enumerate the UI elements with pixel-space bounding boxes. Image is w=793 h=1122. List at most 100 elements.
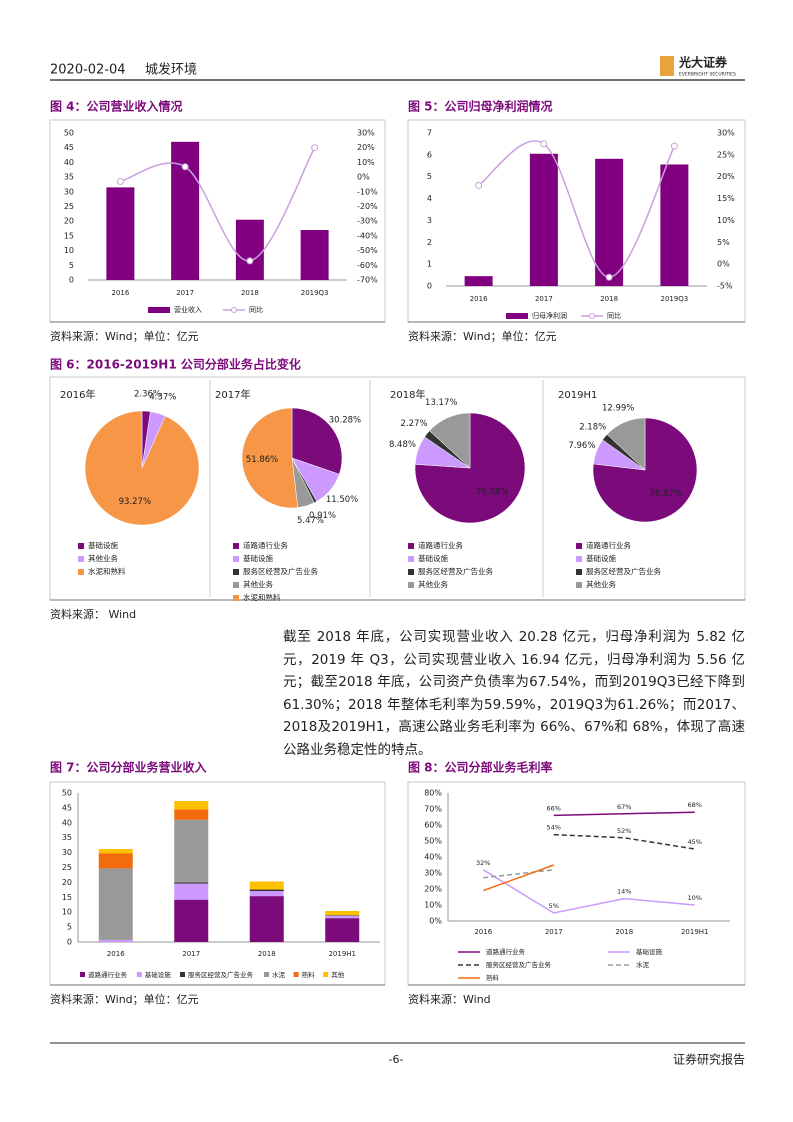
legend-label: 基础设施 — [586, 553, 616, 563]
y-tick-label: 5 — [427, 172, 432, 181]
legend-label: 归母净利润 — [532, 311, 567, 320]
legend-swatch — [293, 972, 299, 977]
data-label: 52% — [617, 827, 631, 835]
bar-segment — [98, 868, 133, 940]
logo-en: EVERBRIGHT SECURITIES — [679, 72, 736, 78]
pie-slice — [592, 417, 698, 523]
line-marker — [311, 144, 319, 152]
y-tick-label: 10 — [64, 246, 74, 255]
data-label: 54% — [547, 824, 561, 832]
y-tick-label: 40% — [424, 853, 442, 862]
legend-label: 水泥和熟料 — [88, 566, 126, 576]
x-tick-label: 2016 — [470, 295, 488, 303]
line-series — [553, 833, 695, 850]
y-tick-label: 3 — [427, 216, 432, 225]
x-tick-label: 2018 — [615, 928, 633, 936]
y-tick-label: 70% — [424, 805, 442, 814]
legend-label: 道路通行业务 — [418, 540, 463, 550]
y-tick-label: 30 — [64, 187, 74, 196]
line-marker — [246, 257, 254, 265]
y-tick-label: 50% — [424, 837, 442, 846]
legend-label: 基础设施 — [145, 970, 172, 979]
y-tick-label: 45 — [64, 143, 74, 152]
y-tick-label: 80% — [424, 789, 442, 798]
legend-swatch — [408, 556, 414, 562]
legend-label: 服务区经营及广告业务 — [586, 566, 661, 576]
line-marker — [540, 140, 548, 148]
pie-title: 2019H1 — [558, 390, 597, 401]
legend-swatch — [506, 313, 528, 319]
x-tick-label: 2019H1 — [681, 928, 709, 936]
line-series — [482, 864, 555, 892]
legend-label: 水泥和熟料 — [243, 592, 281, 602]
legend-label: 服务区经营及广告业务 — [243, 566, 318, 576]
y-tick-label: 5 — [67, 923, 72, 932]
bar-segment — [325, 915, 360, 916]
x-tick-label: 2018 — [241, 289, 259, 297]
y-tick-label: 4 — [427, 194, 432, 203]
legend-marker — [589, 313, 595, 319]
bar — [235, 219, 264, 280]
figure-source: 资料来源：Wind；单位：亿元 — [50, 329, 199, 343]
y-tick-label: -30% — [357, 217, 378, 226]
legend-swatch — [233, 569, 239, 575]
y-tick-label: -60% — [357, 261, 378, 270]
x-tick-label: 2016 — [107, 950, 125, 958]
bar — [595, 158, 624, 286]
legend-label: 基础设施 — [88, 540, 118, 550]
pie-label: 11.50% — [326, 495, 358, 505]
legend-label: 水泥 — [272, 970, 286, 979]
y-tick-label: 25% — [717, 150, 735, 159]
legend-label: 基础设施 — [636, 947, 663, 956]
legend-label: 道路通行业务 — [88, 970, 128, 979]
pie-label: 93.27% — [119, 497, 151, 507]
line-series — [478, 140, 676, 279]
pie-title: 2018年 — [390, 388, 425, 401]
y-tick-label: 30% — [424, 869, 442, 878]
bar-segment — [174, 809, 209, 820]
footer-label: 证券研究报告 — [673, 1052, 745, 1067]
line-series — [120, 147, 316, 262]
y-tick-label: 50 — [62, 789, 72, 798]
y-tick-label: -5% — [717, 282, 733, 291]
line-series — [482, 869, 695, 914]
line-series — [483, 869, 554, 879]
logo-icon — [660, 56, 674, 76]
figure-source: 资料来源：Wind — [408, 992, 491, 1006]
bar-segment — [325, 918, 360, 942]
x-tick-label: 2017 — [176, 289, 194, 297]
legend-label: 服务区经营及广告业务 — [418, 566, 493, 576]
y-tick-label: 30 — [62, 848, 72, 857]
legend-label: 服务区经营及广告业务 — [486, 960, 552, 969]
logo-text: 光大证券 — [678, 55, 728, 70]
data-label: 68% — [688, 801, 702, 809]
bar — [300, 230, 329, 280]
y-tick-label: 20% — [424, 885, 442, 894]
bar-segment — [249, 891, 284, 897]
x-tick-label: 2019Q3 — [660, 295, 688, 303]
y-tick-label: -10% — [357, 187, 378, 196]
pie-label: 2.36% — [134, 390, 161, 400]
y-tick-label: 0 — [427, 282, 432, 291]
y-tick-label: 30% — [717, 129, 735, 138]
y-tick-label: 30% — [357, 129, 375, 138]
y-tick-label: 20% — [357, 143, 375, 152]
figure-caption: 图 6：2016-2019H1 公司分部业务占比变化 — [50, 357, 301, 372]
pie-label: 76.87% — [650, 489, 682, 499]
y-tick-label: 5% — [717, 238, 730, 247]
y-tick-label: 2 — [427, 238, 432, 247]
y-tick-label: 20 — [64, 217, 74, 226]
legend-label: 其他业务 — [88, 553, 118, 563]
figure-source: 资料来源：Wind；单位：亿元 — [408, 329, 557, 343]
data-label: 32% — [476, 859, 490, 867]
legend-swatch — [408, 582, 414, 588]
bar-segment — [98, 849, 133, 854]
data-label: 10% — [688, 894, 702, 902]
pie-label: 4.37% — [149, 392, 176, 402]
y-tick-label: 35 — [62, 833, 72, 842]
legend-label: 道路通行业务 — [243, 540, 288, 550]
line-series — [553, 811, 695, 817]
data-label: 67% — [617, 803, 631, 811]
